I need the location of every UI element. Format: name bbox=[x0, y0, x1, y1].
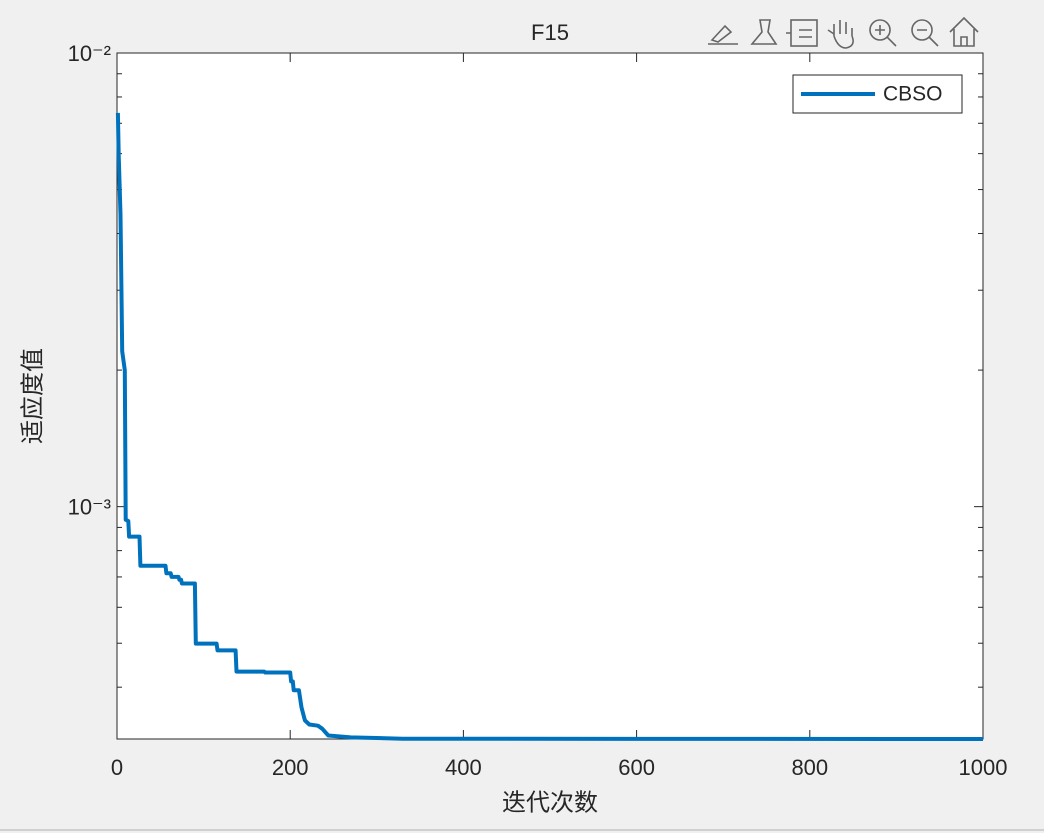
y-tick-label: 10⁻² bbox=[68, 41, 111, 66]
pan-button[interactable] bbox=[827, 20, 854, 49]
x-tick-label: 0 bbox=[111, 755, 123, 780]
brush-button[interactable] bbox=[750, 19, 778, 45]
axes-box bbox=[116, 52, 984, 740]
legend-label: CBSO bbox=[883, 83, 943, 106]
data-tip-button[interactable] bbox=[786, 19, 818, 47]
y-tick-label: 10⁻³ bbox=[68, 494, 111, 519]
x-tick-label: 200 bbox=[272, 755, 309, 780]
home-button[interactable] bbox=[949, 16, 979, 47]
zoom-in-button[interactable] bbox=[869, 19, 897, 47]
x-tick-label: 800 bbox=[791, 755, 828, 780]
x-tick-label: 1000 bbox=[959, 755, 1008, 780]
x-tick-label: 600 bbox=[618, 755, 655, 780]
legend: CBSO bbox=[792, 74, 963, 114]
data-line bbox=[115, 112, 984, 741]
x-axis-label: 迭代次数 bbox=[502, 789, 598, 816]
y-axis-label: 适应度值 bbox=[19, 348, 46, 444]
toolbar bbox=[708, 16, 979, 49]
chart-title: F15 bbox=[531, 20, 569, 45]
zoom-out-button[interactable] bbox=[911, 19, 939, 47]
x-tick-label: 400 bbox=[445, 755, 482, 780]
export-button[interactable] bbox=[708, 24, 738, 45]
